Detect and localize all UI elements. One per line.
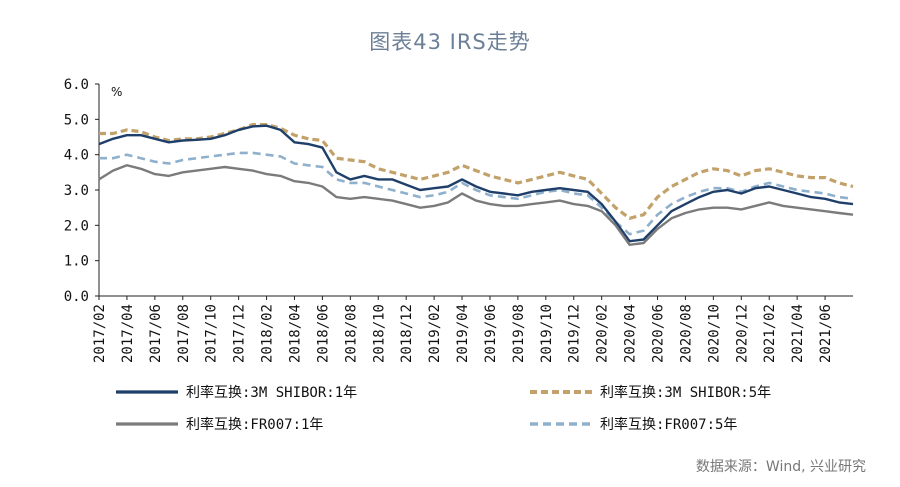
- x-tick-label: 2021/04: [790, 304, 806, 363]
- x-tick-label: 2019/08: [511, 304, 527, 363]
- y-tick-label: 1.0: [64, 254, 89, 270]
- x-tick-label: 2018/08: [343, 304, 359, 363]
- x-tick-label: 2018/04: [287, 304, 303, 363]
- x-tick-label: 2019/06: [483, 304, 499, 363]
- x-tick-label: 2018/06: [315, 304, 331, 363]
- x-tick-label: 2020/02: [595, 304, 611, 363]
- legend-label-4: 利率互换:FR007:5年: [600, 416, 737, 433]
- x-tick-label: 2020/08: [678, 304, 694, 363]
- x-tick-label: 2019/12: [567, 304, 583, 363]
- x-tick-label: 2021/02: [762, 304, 778, 363]
- x-tick-label: 2017/02: [92, 304, 108, 363]
- x-tick-label: 2018/02: [260, 304, 276, 363]
- x-tick-label: 2018/10: [371, 304, 387, 363]
- x-tick-label: 2020/04: [623, 304, 639, 363]
- x-tick-label: 2017/04: [120, 304, 136, 363]
- legend-label-2: 利率互换:3M SHIBOR:5年: [600, 384, 771, 401]
- y-tick-label: 6.0: [64, 77, 89, 93]
- x-tick-label: 2017/06: [148, 304, 164, 363]
- series-line-1: [98, 124, 854, 243]
- legend-label-1: 利率互换:3M SHIBOR:1年: [186, 384, 357, 401]
- y-tick-label: 3.0: [64, 183, 89, 199]
- x-tick-label: 2020/12: [734, 304, 750, 363]
- x-tick-label: 2019/04: [455, 304, 471, 363]
- x-tick-label: 2021/06: [818, 304, 834, 363]
- x-tick-label: 2020/06: [651, 304, 667, 363]
- y-tick-label: 0.0: [64, 289, 89, 305]
- y-unit-label: %: [111, 85, 122, 99]
- series-line-3: [98, 164, 854, 246]
- x-tick-label: 2017/12: [232, 304, 248, 363]
- y-tick-label: 4.0: [64, 148, 89, 164]
- y-tick-label: 2.0: [64, 218, 89, 234]
- data-source-note: 数据来源：Wind, 兴业研究: [695, 459, 866, 475]
- chart-title: 图表43 IRS走势: [369, 30, 531, 54]
- x-tick-label: 2019/02: [427, 304, 443, 363]
- series-line-4: [99, 151, 854, 236]
- legend-label-3: 利率互换:FR007:1年: [186, 416, 323, 433]
- x-tick-label: 2020/10: [706, 304, 722, 363]
- x-tick-label: 2018/12: [399, 304, 415, 363]
- x-tick-label: 2017/08: [176, 304, 192, 363]
- x-tick-label: 2017/10: [204, 304, 220, 363]
- x-tick-label: 2019/10: [539, 304, 555, 363]
- series-line-2: [99, 123, 854, 220]
- y-tick-label: 5.0: [64, 112, 89, 128]
